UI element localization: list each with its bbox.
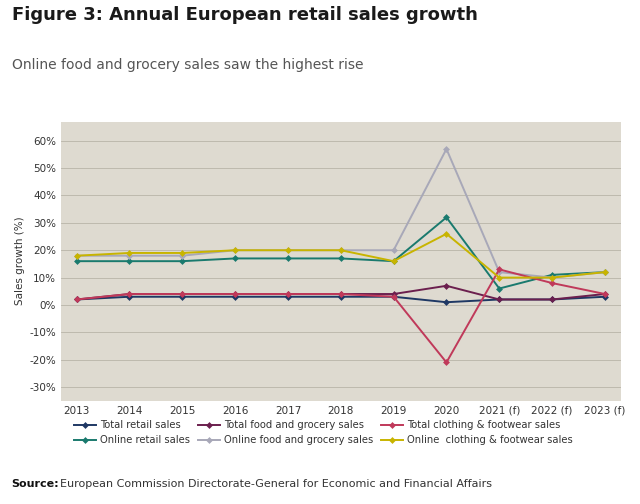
Line: Online retail sales: Online retail sales [74, 215, 607, 291]
Total clothing & footwear sales [125, 291, 133, 297]
Total clothing & footwear sales [443, 359, 451, 365]
Total food and grocery sales [337, 291, 344, 297]
Total clothing & footwear sales [495, 266, 503, 272]
Text: European Commission Directorate-General for Economic and Financial Affairs: European Commission Directorate-General … [60, 479, 492, 488]
Total clothing & footwear sales [390, 294, 397, 300]
Y-axis label: Sales growth (%): Sales growth (%) [15, 217, 25, 305]
Text: Source:: Source: [12, 479, 59, 488]
Line: Total retail sales: Total retail sales [74, 294, 607, 304]
Total food and grocery sales [231, 291, 239, 297]
Text: Figure 3: Annual European retail sales growth: Figure 3: Annual European retail sales g… [12, 6, 477, 24]
Total clothing & footwear sales [284, 291, 292, 297]
Total clothing & footwear sales [548, 280, 556, 286]
Online  clothing & footwear sales [231, 247, 239, 253]
Total retail sales [337, 294, 344, 300]
Total retail sales [390, 294, 397, 300]
Online retail sales [495, 285, 503, 291]
Online retail sales [179, 258, 186, 264]
Total retail sales [125, 294, 133, 300]
Online retail sales [601, 269, 609, 275]
Total food and grocery sales [495, 296, 503, 302]
Legend: Total retail sales, Online retail sales, Total food and grocery sales, Online fo: Total retail sales, Online retail sales,… [74, 420, 573, 446]
Online food and grocery sales [284, 247, 292, 253]
Total food and grocery sales [125, 291, 133, 297]
Online food and grocery sales [73, 253, 81, 259]
Online  clothing & footwear sales [443, 231, 451, 237]
Total food and grocery sales [443, 283, 451, 289]
Online retail sales [231, 256, 239, 262]
Total retail sales [495, 296, 503, 302]
Total food and grocery sales [548, 296, 556, 302]
Total clothing & footwear sales [337, 291, 344, 297]
Online retail sales [73, 258, 81, 264]
Total food and grocery sales [390, 291, 397, 297]
Total retail sales [443, 299, 451, 305]
Online food and grocery sales [231, 247, 239, 253]
Online retail sales [284, 256, 292, 262]
Total retail sales [231, 294, 239, 300]
Online retail sales [125, 258, 133, 264]
Online food and grocery sales [337, 247, 344, 253]
Online food and grocery sales [125, 253, 133, 259]
Online  clothing & footwear sales [548, 275, 556, 281]
Online retail sales [390, 258, 397, 264]
Total food and grocery sales [284, 291, 292, 297]
Online retail sales [443, 214, 451, 220]
Online food and grocery sales [495, 269, 503, 275]
Online  clothing & footwear sales [284, 247, 292, 253]
Line: Total clothing & footwear sales: Total clothing & footwear sales [74, 267, 607, 365]
Text: Online food and grocery sales saw the highest rise: Online food and grocery sales saw the hi… [12, 57, 363, 72]
Online  clothing & footwear sales [73, 253, 81, 259]
Total retail sales [179, 294, 186, 300]
Line: Total food and grocery sales: Total food and grocery sales [74, 283, 607, 302]
Online food and grocery sales [390, 247, 397, 253]
Line: Online  clothing & footwear sales: Online clothing & footwear sales [74, 231, 607, 280]
Online food and grocery sales [179, 253, 186, 259]
Online food and grocery sales [601, 269, 609, 275]
Online retail sales [548, 272, 556, 278]
Total retail sales [601, 294, 609, 300]
Online  clothing & footwear sales [601, 269, 609, 275]
Total food and grocery sales [601, 291, 609, 297]
Total clothing & footwear sales [179, 291, 186, 297]
Total clothing & footwear sales [73, 296, 81, 302]
Total food and grocery sales [73, 296, 81, 302]
Total retail sales [548, 296, 556, 302]
Online  clothing & footwear sales [390, 258, 397, 264]
Online  clothing & footwear sales [337, 247, 344, 253]
Online  clothing & footwear sales [179, 250, 186, 256]
Online food and grocery sales [548, 275, 556, 281]
Online  clothing & footwear sales [495, 275, 503, 281]
Total retail sales [73, 296, 81, 302]
Total clothing & footwear sales [231, 291, 239, 297]
Online food and grocery sales [443, 146, 451, 152]
Line: Online food and grocery sales: Online food and grocery sales [74, 147, 607, 280]
Online retail sales [337, 256, 344, 262]
Online  clothing & footwear sales [125, 250, 133, 256]
Total clothing & footwear sales [601, 291, 609, 297]
Total retail sales [284, 294, 292, 300]
Total food and grocery sales [179, 291, 186, 297]
